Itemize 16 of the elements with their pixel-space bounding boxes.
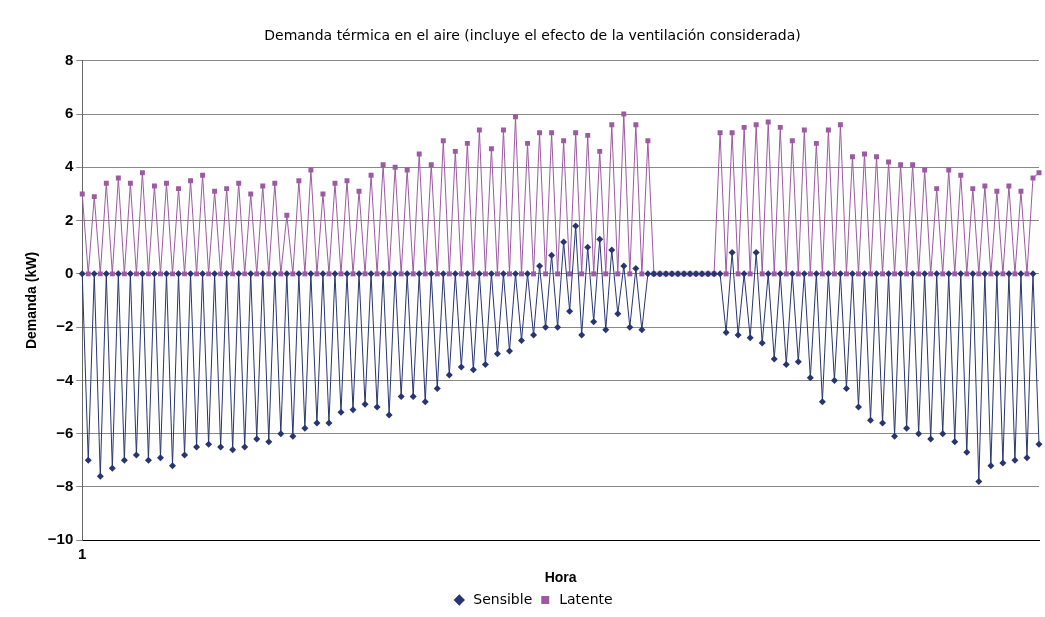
x-tick-label: 1 — [78, 545, 87, 563]
y-tick-label: −6 — [56, 423, 74, 441]
y-tick-label: 4 — [64, 157, 74, 175]
y-tick-label: −8 — [56, 477, 74, 495]
legend-label: Sensible — [473, 590, 533, 607]
y-tick-label: −2 — [56, 317, 74, 335]
x-axis-title: Hora — [544, 569, 577, 586]
y-tick-label: 6 — [64, 104, 74, 122]
y-tick-label: −4 — [56, 370, 74, 388]
y-tick-label: 8 — [64, 50, 74, 68]
y-tick-label: 0 — [64, 264, 74, 282]
y-tick-label: −10 — [47, 530, 74, 548]
chart-title: Demanda térmica en el aire (incluye el efecto de la ventilación considerada) — [264, 27, 801, 44]
y-axis-title: Demanda (kW) — [23, 251, 40, 350]
y-tick-label: 2 — [64, 210, 74, 228]
legend-label: Latente — [559, 590, 613, 607]
